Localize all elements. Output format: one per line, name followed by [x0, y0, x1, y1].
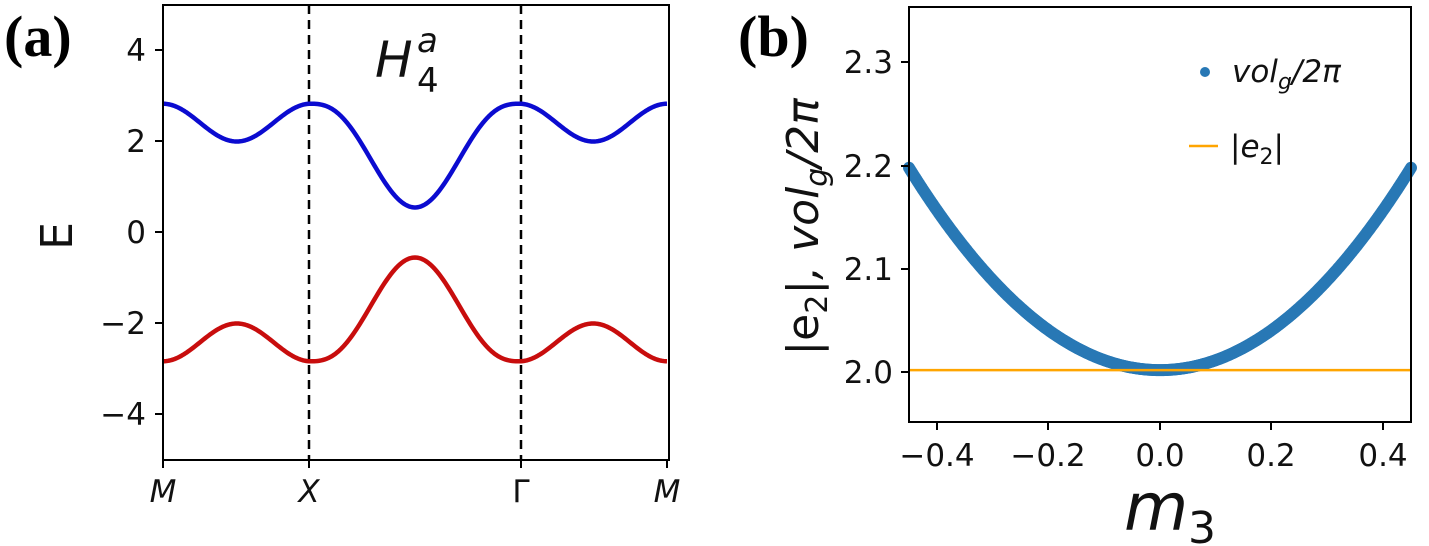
legend-e2-suffix: | [1274, 129, 1284, 165]
legend-vol-marker [1200, 67, 1210, 77]
x-tick-label: M [150, 474, 177, 510]
y-tick-label: 4 [126, 33, 146, 69]
ylabel-part1-sub: 2 [800, 295, 835, 314]
y-tick-label: 2.2 [844, 149, 893, 185]
legend-e2-sub: 2 [1260, 145, 1274, 170]
legend-vol-suffix: /2π [1289, 54, 1342, 90]
y-tick-label: 2.1 [844, 252, 893, 288]
y-tick-label: 2.0 [844, 355, 893, 391]
x-tick-label: −0.4 [899, 438, 974, 474]
title-superscript: a [417, 21, 438, 61]
lower-band-curve [162, 255, 668, 364]
x-tick-label: −0.2 [1010, 438, 1085, 474]
panel-b-ylabel: |e2|, volg/2π [778, 97, 835, 356]
panel-a-frame [162, 4, 670, 461]
panel-a: (a) 4 2 0 −2 −4 M X Γ M E H a [4, 4, 680, 510]
legend-vol-main: vol [1232, 54, 1278, 90]
panel-a-label: (a) [4, 4, 72, 69]
legend-e2-prefix: |e [1230, 129, 1260, 165]
x-tick-label: X [296, 474, 320, 510]
panel-b-label: (b) [738, 4, 809, 69]
y-tick-label: 0 [126, 215, 146, 251]
ylabel-part3: /2π [778, 97, 829, 172]
panel-a-title: H a 4 [375, 21, 439, 101]
svg-text:|e2|, volg/2π: |e2|, volg/2π [778, 97, 835, 356]
ylabel-part2: |, vol [778, 186, 829, 295]
ylabel-part2-sub: g [800, 168, 835, 187]
x-tick-label: Γ [512, 474, 530, 510]
vol-series [903, 161, 1417, 377]
xlabel-m: m [1124, 469, 1188, 546]
x-tick-label: M [654, 474, 681, 510]
ylabel-part1: |e [778, 314, 829, 356]
y-tick-label: 2.3 [844, 45, 893, 81]
xlabel-subscript: 3 [1188, 503, 1216, 546]
panel-b: (b) 2.3 2.2 2.1 2.0 −0.4 −0.2 0.0 0.2 0.… [738, 4, 1417, 546]
legend: volg/2π |e2| [1189, 54, 1342, 170]
x-tick-label: 0.2 [1246, 438, 1295, 474]
panel-b-xlabel: m 3 [1124, 469, 1216, 546]
title-h: H [375, 31, 413, 89]
legend-vol-label: volg/2π [1232, 54, 1342, 95]
legend-e2-label: |e2| [1230, 129, 1284, 170]
panel-a-ylabel: E [32, 222, 83, 250]
x-tick-label: 0.0 [1135, 438, 1184, 474]
legend-vol-sub: g [1278, 70, 1292, 95]
y-tick-label: −2 [100, 306, 146, 342]
title-subscript: 4 [417, 61, 439, 101]
y-tick-label: −4 [100, 397, 146, 433]
y-tick-label: 2 [126, 124, 146, 160]
upper-band-curve [162, 101, 668, 210]
x-tick-label: 0.4 [1358, 438, 1407, 474]
